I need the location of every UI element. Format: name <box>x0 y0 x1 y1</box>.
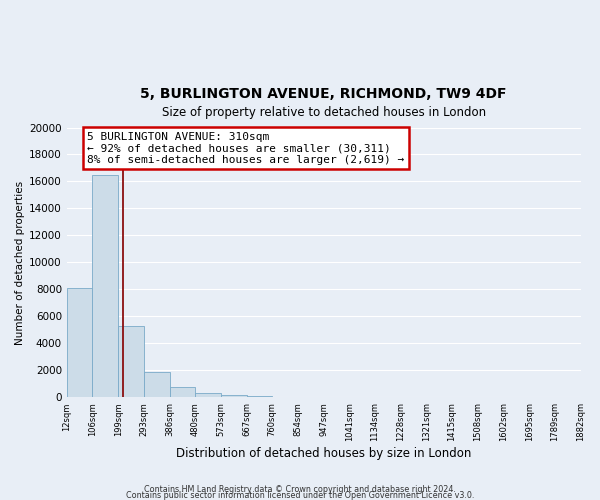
Text: Contains public sector information licensed under the Open Government Licence v3: Contains public sector information licen… <box>126 490 474 500</box>
Bar <box>195 394 221 398</box>
X-axis label: Distribution of detached houses by size in London: Distribution of detached houses by size … <box>176 447 472 460</box>
Bar <box>118 326 144 398</box>
Bar <box>221 396 247 398</box>
Text: 5 BURLINGTON AVENUE: 310sqm
← 92% of detached houses are smaller (30,311)
8% of : 5 BURLINGTON AVENUE: 310sqm ← 92% of det… <box>88 132 404 164</box>
Bar <box>67 288 92 398</box>
Text: Size of property relative to detached houses in London: Size of property relative to detached ho… <box>161 106 486 120</box>
Y-axis label: Number of detached properties: Number of detached properties <box>15 180 25 344</box>
Bar <box>92 174 118 398</box>
Text: 5, BURLINGTON AVENUE, RICHMOND, TW9 4DF: 5, BURLINGTON AVENUE, RICHMOND, TW9 4DF <box>140 86 507 101</box>
Bar <box>144 372 170 398</box>
Text: Contains HM Land Registry data © Crown copyright and database right 2024.: Contains HM Land Registry data © Crown c… <box>144 484 456 494</box>
Bar <box>247 396 272 398</box>
Bar <box>272 397 298 398</box>
Bar <box>170 388 195 398</box>
